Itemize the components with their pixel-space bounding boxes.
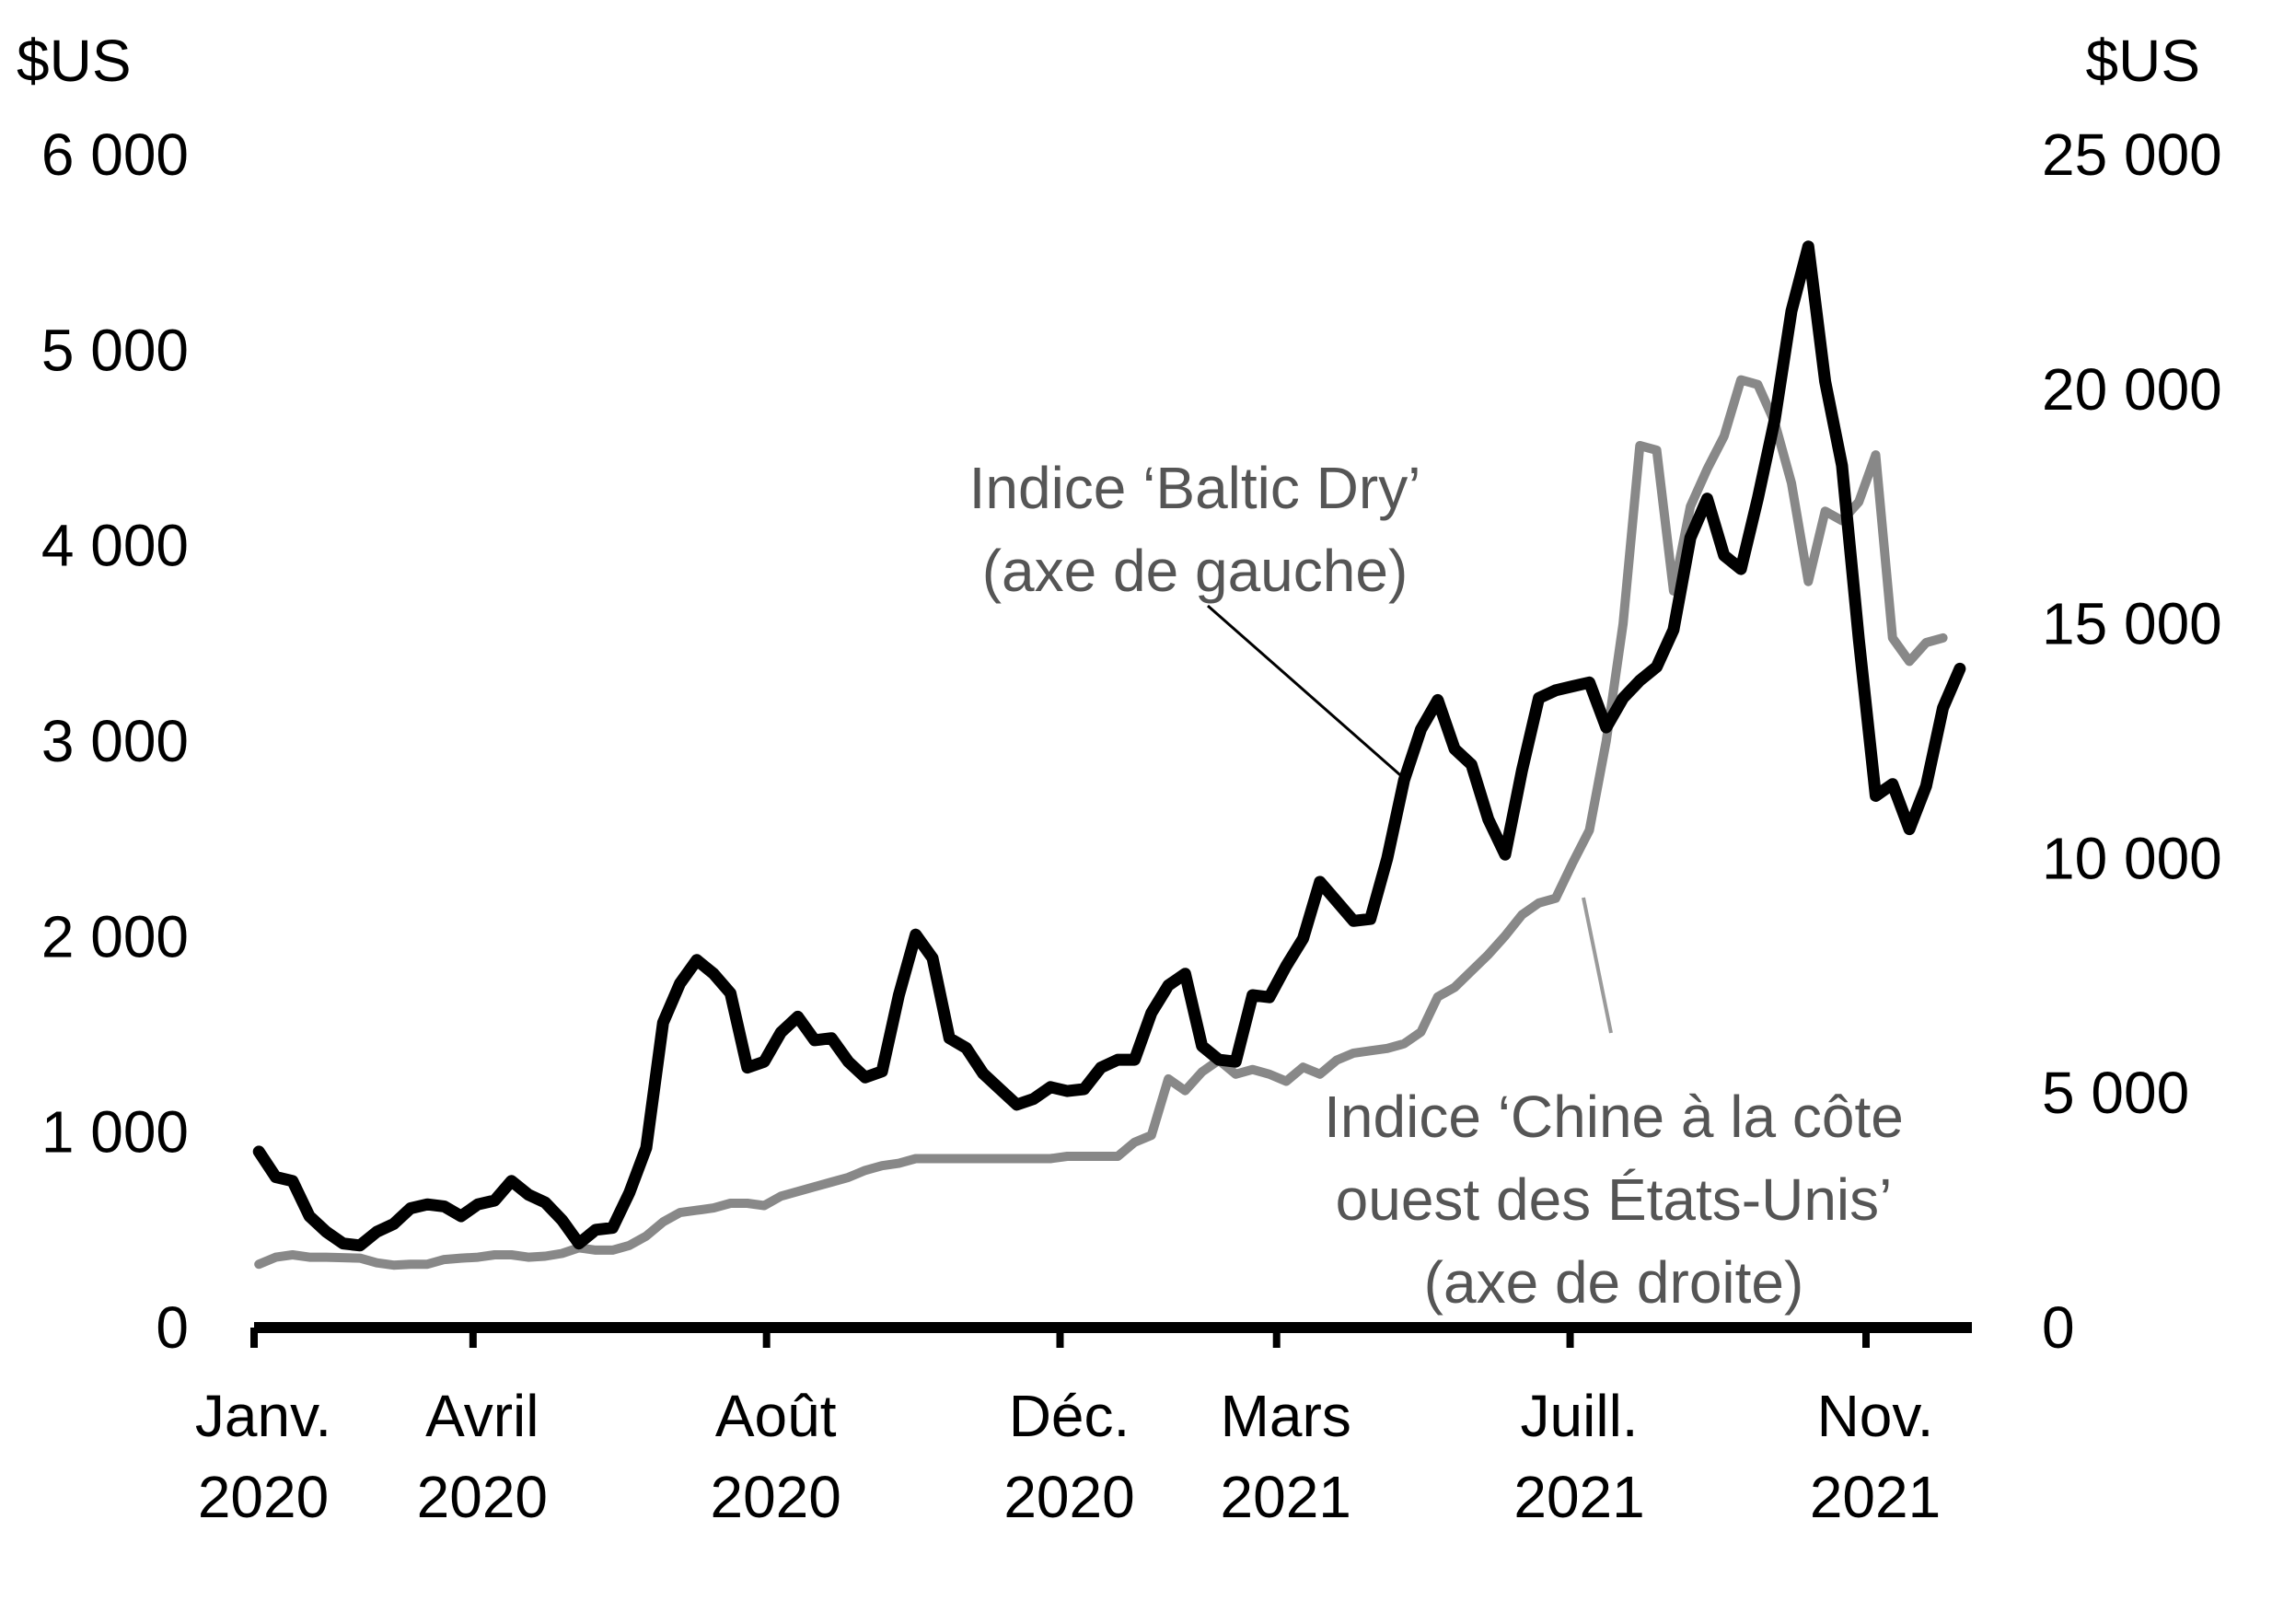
annotation-line: (axe de gauche) <box>982 538 1408 604</box>
right-tick-label: 15 000 <box>2042 591 2222 657</box>
x-tick-label-month: Janv. <box>195 1383 331 1449</box>
right-tick-label: 0 <box>2042 1294 2075 1361</box>
x-tick-label-month: Avril <box>425 1383 539 1449</box>
baltic-dry-annotation: Indice ‘Baltic Dry’ (axe de gauche) <box>969 455 1421 604</box>
x-tick-label-month: Juill. <box>1521 1383 1639 1449</box>
series-annotations: Indice ‘Baltic Dry’ (axe de gauche)Indice… <box>969 455 1904 1316</box>
x-tick-label-month: Mars <box>1221 1383 1351 1449</box>
annotation-line: Indice ‘Chine à la côte <box>1324 1084 1904 1150</box>
left-axis-unit: $US <box>17 28 132 94</box>
right-tick-label: 5 000 <box>2042 1060 2189 1126</box>
x-tick-label-year: 2020 <box>710 1464 840 1530</box>
x-tick-label-year: 2020 <box>1003 1464 1134 1530</box>
left-tick-label: 3 000 <box>41 708 189 774</box>
left-tick-label: 0 <box>156 1294 189 1361</box>
left-axis-ticks: 0 1 000 2 000 3 000 4 000 5 000 6 000 <box>41 122 189 1361</box>
x-tick-label-month: Nov. <box>1817 1383 1934 1449</box>
left-tick-label: 6 000 <box>41 122 189 188</box>
annotation-line: (axe de droite) <box>1424 1249 1804 1316</box>
right-axis-ticks: 0 5 000 10 000 15 000 20 000 25 000 <box>2042 122 2222 1361</box>
right-tick-label: 20 000 <box>2042 356 2222 423</box>
china-us-annotation: Indice ‘Chine à la côte ouest des États-U… <box>1324 1084 1904 1316</box>
baltic-dry-leader <box>1207 604 1408 783</box>
x-axis: Janv. 2020 Avril 2020 Août 2020 Déc. 2020 Mars 20… <box>195 1322 1972 1530</box>
x-tick-label-year: 2021 <box>1221 1464 1351 1530</box>
x-tick-label-year: 2021 <box>1810 1464 1941 1530</box>
right-axis-unit: $US <box>2086 28 2201 94</box>
series-lines <box>252 240 1966 1270</box>
china-us-leader <box>1582 897 1613 1034</box>
left-tick-label: 5 000 <box>41 317 189 383</box>
annotation-leaders <box>1207 604 1613 1034</box>
right-tick-label: 10 000 <box>2042 825 2222 891</box>
x-tick-label-year: 2020 <box>417 1464 548 1530</box>
left-tick-label: 2 000 <box>41 903 189 969</box>
x-tick-label-year: 2021 <box>1513 1464 1644 1530</box>
baltic-dry-line <box>252 240 1966 1252</box>
x-tick-label-year: 2020 <box>198 1464 329 1530</box>
x-tick-label-month: Août <box>715 1383 837 1449</box>
right-tick-label: 25 000 <box>2042 122 2222 188</box>
x-tick-label-month: Déc. <box>1009 1383 1130 1449</box>
annotation-line: Indice ‘Baltic Dry’ <box>969 455 1421 521</box>
left-tick-label: 4 000 <box>41 513 189 579</box>
left-tick-label: 1 000 <box>41 1099 189 1166</box>
china-us-west-coast-line <box>254 375 1948 1270</box>
annotation-line: ouest des États-Unis’ <box>1336 1166 1893 1233</box>
